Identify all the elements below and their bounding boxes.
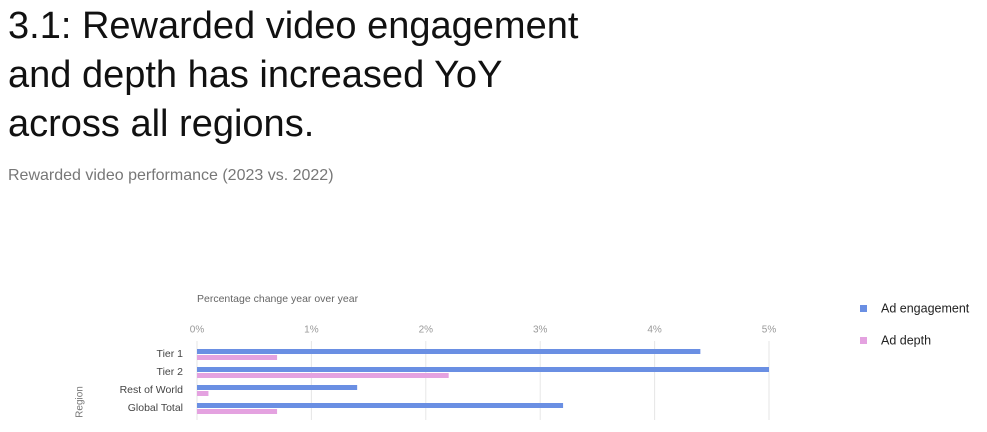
chart-title: 3.1: Rewarded video engagement and depth…: [8, 5, 579, 145]
chart-subtitle: Rewarded video performance (2023 vs. 202…: [8, 167, 334, 184]
legend-swatch: [860, 305, 867, 312]
x-tick-label: 0%: [190, 325, 205, 336]
y-tick-label: Global Total: [128, 402, 183, 414]
bar: [197, 391, 209, 396]
bar: [197, 373, 449, 378]
bar: [197, 367, 769, 372]
bar: [197, 349, 701, 354]
x-axis-label: Percentage change year over year: [197, 293, 359, 305]
bar: [197, 385, 358, 390]
bar: [197, 403, 564, 408]
x-tick-label: 1%: [304, 325, 319, 336]
x-tick-label: 4%: [647, 325, 662, 336]
y-tick-label: Rest of World: [120, 384, 184, 396]
legend-label: Ad depth: [881, 333, 931, 347]
x-tick-label: 2%: [419, 325, 434, 336]
bar: [197, 409, 278, 414]
y-axis-label: Region: [75, 386, 86, 418]
y-tick-label: Tier 1: [157, 348, 184, 360]
x-tick-label: 5%: [762, 325, 777, 336]
x-tick-label: 3%: [533, 325, 548, 336]
bar: [197, 355, 278, 360]
legend-label: Ad engagement: [881, 301, 970, 315]
legend-swatch: [860, 337, 867, 344]
y-tick-label: Tier 2: [157, 366, 184, 378]
